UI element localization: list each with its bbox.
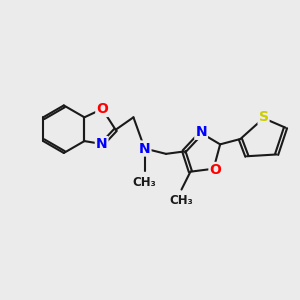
Text: N: N: [195, 125, 207, 139]
Text: N: N: [96, 137, 107, 151]
Text: N: N: [139, 142, 151, 155]
Text: O: O: [96, 102, 108, 116]
Text: O: O: [209, 163, 221, 177]
Text: S: S: [259, 110, 269, 124]
Text: CH₃: CH₃: [169, 194, 193, 207]
Text: CH₃: CH₃: [133, 176, 157, 189]
